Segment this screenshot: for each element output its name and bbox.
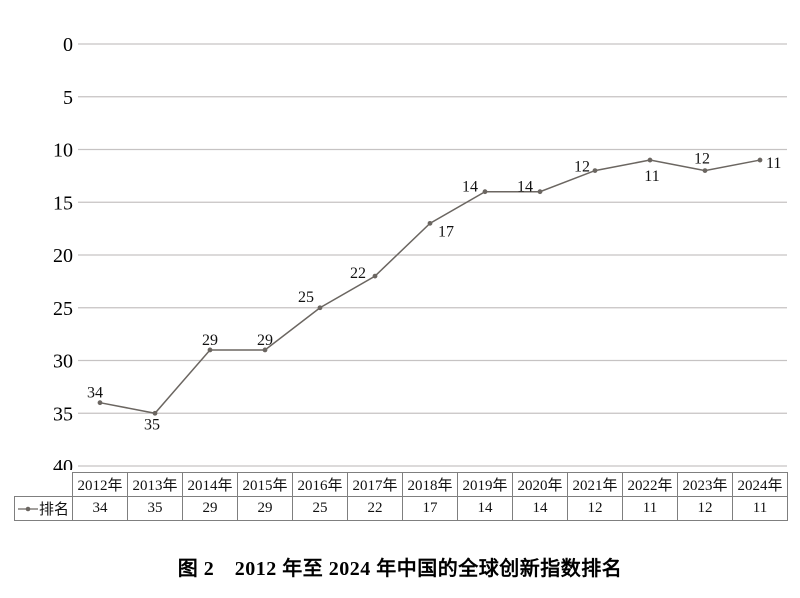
data-point-marker — [207, 347, 213, 353]
year-header-cell: 2018年 — [402, 472, 458, 497]
y-axis-tick-label: 30 — [53, 351, 73, 373]
value-cell: 14 — [512, 496, 568, 521]
value-cell: 25 — [292, 496, 348, 521]
series-name-label: 排名 — [38, 502, 69, 518]
year-header-cell: 2016年 — [292, 472, 348, 497]
data-point-label: 12 — [694, 151, 710, 168]
y-axis-tick-label: 5 — [63, 87, 73, 109]
value-cell: 29 — [182, 496, 238, 521]
value-cell: 17 — [402, 496, 458, 521]
year-header-cell: 2022年 — [622, 472, 678, 497]
year-header-cell: 2014年 — [182, 472, 238, 497]
data-point-marker — [152, 410, 158, 416]
value-cell: 14 — [457, 496, 513, 521]
value-cell: 29 — [237, 496, 293, 521]
y-axis-tick-label: 10 — [53, 140, 73, 162]
data-point-marker — [592, 168, 598, 174]
year-header-cell: 2024年 — [732, 472, 788, 497]
data-point-marker — [482, 189, 488, 195]
data-point-label: 22 — [350, 265, 366, 282]
y-axis-tick-label: 25 — [53, 298, 73, 320]
figure-caption: 图 2 2012 年至 2024 年中国的全球创新指数排名 — [177, 558, 623, 580]
value-cell: 35 — [127, 496, 183, 521]
y-axis-tick-label: 35 — [53, 403, 73, 425]
value-cell: 11 — [622, 496, 678, 521]
data-point-label: 17 — [438, 223, 454, 240]
legend-cell: 排名 — [14, 496, 73, 521]
year-header-cell: 2013年 — [127, 472, 183, 497]
data-point-label: 29 — [202, 332, 218, 349]
data-point-label: 11 — [766, 155, 781, 172]
data-point-label: 14 — [462, 179, 478, 196]
year-header-cell: 2019年 — [457, 472, 513, 497]
table-header-row: 2012年 2013年 2014年 2015年 2016年 2017年 2018年 2019年… — [15, 472, 788, 497]
data-point-marker — [702, 168, 708, 174]
value-cell: 22 — [347, 496, 403, 521]
y-axis-tick-label: 20 — [53, 245, 73, 267]
year-header-cell: 2015年 — [237, 472, 293, 497]
year-header-cell: 2017年 — [347, 472, 403, 497]
data-point-marker — [262, 347, 268, 353]
value-cell: 12 — [567, 496, 623, 521]
value-cell: 12 — [677, 496, 733, 521]
value-cell: 34 — [72, 496, 128, 521]
data-point-marker — [757, 157, 763, 163]
data-point-marker — [317, 305, 323, 311]
series-marker-icon — [17, 506, 38, 511]
data-point-label: 35 — [144, 416, 160, 433]
ranking-line-chart: 0 5 10 15 20 25 30 35 40 34 35 29 29 25 22 17 14 14 12 11 12… — [53, 34, 787, 470]
data-point-marker — [97, 400, 103, 406]
data-point-marker — [372, 273, 378, 279]
y-axis-tick-label: 40 — [53, 456, 73, 470]
ranking-data-table: 2012年 2013年 2014年 2015年 2016年 2017年 2018年 2019年… — [14, 472, 788, 521]
year-header-cell: 2012年 — [72, 472, 128, 497]
data-point-marker — [537, 189, 543, 195]
y-axis-tick-label: 0 — [63, 34, 73, 56]
data-point-label: 11 — [644, 168, 659, 185]
table-value-row: 排名 34 35 29 29 25 22 17 14 14 12 11 12 11 — [14, 496, 788, 521]
data-point-label: 34 — [87, 385, 103, 402]
legend-inner: 排名 — [16, 498, 72, 519]
data-point-label: 12 — [574, 159, 590, 176]
value-cell: 11 — [732, 496, 788, 521]
data-point-marker — [647, 157, 653, 163]
y-axis-tick-label: 15 — [53, 192, 73, 214]
table-corner-cell — [15, 473, 73, 497]
data-point-label: 29 — [257, 332, 273, 349]
data-point-label: 14 — [517, 179, 533, 196]
year-header-cell: 2023年 — [677, 472, 733, 497]
series-marker-dot — [25, 506, 31, 511]
year-header-cell: 2020年 — [512, 472, 568, 497]
data-point-marker — [427, 220, 433, 226]
year-header-cell: 2021年 — [567, 472, 623, 497]
ranking-line — [99, 159, 761, 415]
data-point-label: 25 — [298, 289, 314, 306]
